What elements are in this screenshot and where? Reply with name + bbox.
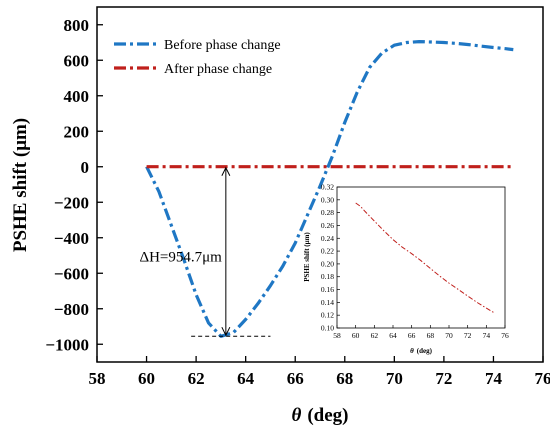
y-tick-label: 0 [81, 158, 90, 177]
x-axis-title: θ (deg) [291, 405, 348, 426]
x-axis-unit: (deg) [307, 405, 348, 426]
x-tick-label: 70 [386, 369, 403, 388]
inset-y-axis-title: PSHE shift (μm) [303, 232, 311, 282]
y-tick-label: −800 [54, 300, 89, 319]
legend: Before phase change After phase change [114, 38, 281, 77]
inset-plot-frame [336, 186, 506, 329]
delta-h-arrow-head-top [221, 166, 231, 176]
inset-x-tick-label: 58 [333, 331, 341, 340]
x-tick-label: 68 [336, 369, 353, 388]
main-series-group [145, 39, 514, 338]
legend-label: After phase change [164, 62, 272, 77]
inset-y-tick-label: 0.28 [321, 208, 334, 217]
inset-x-axis-unit: (deg) [417, 347, 433, 355]
main-ticks: 58 60 62 64 66 68 70 72 74 76 −1000 −800 −600 −400 −20… [45, 16, 550, 388]
inset-x-tick-label: 64 [389, 331, 397, 340]
inset-y-tick-label: 0.30 [321, 195, 334, 204]
y-tick-label: 400 [64, 87, 90, 106]
inset-x-axis-title: θ (deg) [410, 347, 432, 355]
series-line-before-phase-change [145, 39, 514, 338]
y-tick-label: −200 [54, 193, 89, 212]
inset-x-tick-label: 66 [408, 331, 416, 340]
inset-background [336, 186, 533, 341]
y-tick-label: 600 [64, 51, 90, 70]
inset-x-tick-label: 62 [371, 331, 379, 340]
inset-y-tick-label: 0.14 [321, 298, 334, 307]
inset-x-axis-symbol: θ [410, 347, 414, 355]
x-tick-label: 62 [188, 369, 205, 388]
x-tick-label: 72 [435, 369, 452, 388]
y-tick-label: 800 [64, 16, 90, 35]
inset-x-tick-label: 60 [352, 331, 360, 340]
inset-y-tick-label: 0.12 [321, 311, 334, 320]
inset-ticks: 58 60 62 64 66 68 70 72 74 76 0.10 0.12 0.14 0.16 0.18… [321, 183, 509, 341]
inset-x-tick-label: 70 [445, 331, 453, 340]
inset-y-tick-label: 0.20 [321, 259, 334, 268]
y-tick-label: 200 [64, 122, 90, 141]
inset-series-group [355, 202, 495, 314]
x-axis-symbol: θ [291, 405, 301, 426]
inset-y-tick-label: 0.22 [321, 247, 334, 256]
inset-y-tick-label: 0.24 [321, 234, 334, 243]
x-tick-label: 74 [485, 369, 503, 388]
main-plot-frame [96, 6, 544, 363]
x-tick-label: 58 [89, 369, 106, 388]
inset-x-tick-label: 68 [427, 331, 435, 340]
inset-x-tick-label: 76 [501, 331, 509, 340]
inset-x-tick-label: 74 [483, 331, 491, 340]
delta-h-annotation: ΔH=954.7μm [139, 166, 271, 337]
inset-y-tick-label: 0.32 [321, 183, 334, 192]
inset-y-tick-label: 0.16 [321, 285, 334, 294]
x-tick-label: 64 [237, 369, 255, 388]
x-tick-label: 66 [287, 369, 304, 388]
legend-label: Before phase change [164, 38, 281, 53]
y-tick-label: −1000 [45, 335, 89, 354]
x-tick-label: 60 [138, 369, 155, 388]
inset-y-tick-label: 0.26 [321, 221, 334, 230]
inset-y-tick-label: 0.18 [321, 272, 334, 281]
delta-h-arrow-head-bottom [221, 326, 231, 337]
inset-series-line-after-phase-change [355, 202, 495, 314]
inset-x-tick-label: 72 [464, 331, 472, 340]
delta-h-label: ΔH=954.7μm [139, 249, 222, 265]
y-tick-label: −400 [54, 229, 89, 248]
y-axis-title: PSHE shift (μm) [10, 118, 31, 252]
x-tick-label: 76 [535, 369, 550, 388]
y-tick-label: −600 [54, 264, 89, 283]
inset-y-tick-label: 0.10 [321, 324, 334, 333]
